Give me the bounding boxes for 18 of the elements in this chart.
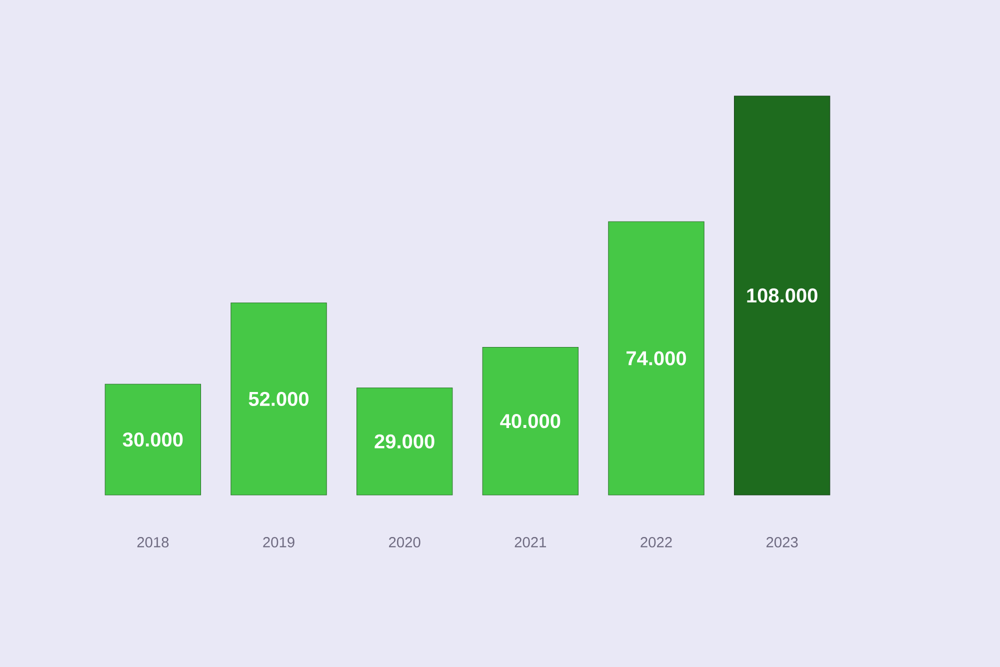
x-tick-label: 2020 bbox=[389, 537, 420, 548]
data-label: 74.000 bbox=[626, 351, 686, 366]
data-label: 52.000 bbox=[248, 392, 308, 406]
data-label: 30.000 bbox=[122, 432, 183, 447]
bar bbox=[104, 384, 202, 496]
x-tick-label: 2021 bbox=[514, 537, 546, 548]
bar bbox=[356, 388, 453, 496]
data-label: 29.000 bbox=[374, 434, 434, 448]
x-tick-label: 2019 bbox=[263, 537, 294, 548]
bar bbox=[734, 96, 830, 496]
x-tick-label: 2023 bbox=[766, 537, 798, 548]
data-label: 40.000 bbox=[500, 414, 560, 428]
bar bbox=[230, 302, 327, 496]
x-tick-label: 2022 bbox=[640, 537, 672, 548]
x-tick-label: 2018 bbox=[137, 537, 169, 548]
bar bbox=[608, 221, 704, 496]
bar bbox=[482, 346, 579, 496]
data-label: 108.000 bbox=[747, 288, 818, 303]
